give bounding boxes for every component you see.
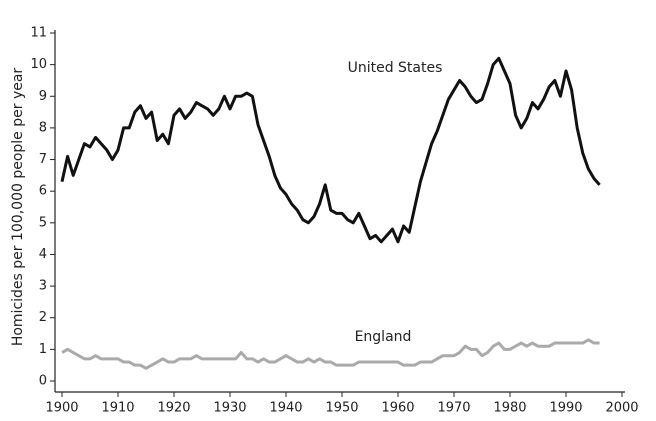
x-tick-label: 1910 xyxy=(101,401,134,416)
x-tick-label: 2000 xyxy=(605,401,638,416)
x-tick-label: 1980 xyxy=(493,401,526,416)
y-tick-label: 3 xyxy=(39,279,47,294)
x-tick-label: 1900 xyxy=(45,401,78,416)
x-tick-label: 1920 xyxy=(157,401,190,416)
series-line xyxy=(61,338,600,370)
y-tick-label: 0 xyxy=(39,374,47,389)
y-tick-label: 10 xyxy=(30,57,47,72)
y-tick-label: 9 xyxy=(39,89,47,104)
y-tick-label: 5 xyxy=(39,215,47,230)
series-line xyxy=(60,56,601,244)
y-tick-label: 7 xyxy=(39,152,47,167)
y-tick-label: 8 xyxy=(39,120,47,135)
y-tick-label: 6 xyxy=(39,184,47,199)
x-tick-label: 1970 xyxy=(437,401,470,416)
y-tick-label: 4 xyxy=(39,247,47,262)
y-tick-label: 1 xyxy=(39,342,47,357)
y-axis-label: Homicides per 100,000 people per year xyxy=(10,68,26,347)
x-tick-label: 1930 xyxy=(213,401,246,416)
x-tick-label: 1950 xyxy=(325,401,358,416)
series-label: United States xyxy=(348,60,443,76)
y-tick-label: 11 xyxy=(30,26,47,41)
series-label: England xyxy=(355,329,412,345)
x-tick-label: 1940 xyxy=(269,401,302,416)
x-tick-label: 1960 xyxy=(381,401,414,416)
x-tick-label: 1990 xyxy=(549,401,582,416)
y-tick-label: 2 xyxy=(39,310,47,325)
